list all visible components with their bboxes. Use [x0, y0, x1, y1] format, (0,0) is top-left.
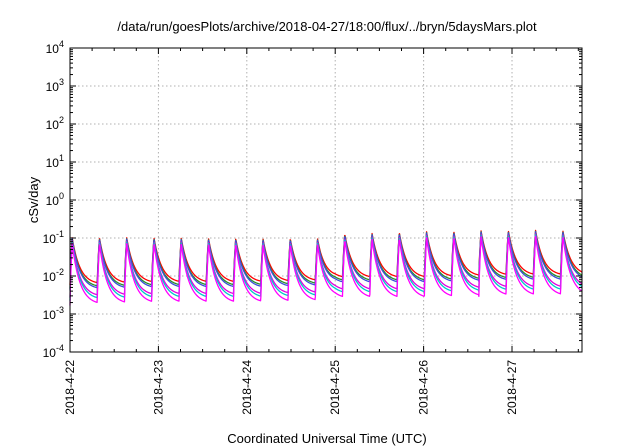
- y-tick-base: 10: [43, 346, 57, 360]
- y-tick-label: 102: [46, 115, 64, 132]
- chart-title: /data/run/goesPlots/archive/2018-04-27/1…: [117, 19, 537, 34]
- y-tick-label: 10-4: [43, 343, 64, 360]
- y-tick-base: 10: [46, 80, 60, 94]
- x-axis-label: Coordinated Universal Time (UTC): [227, 431, 426, 446]
- y-tick-label: 101: [46, 153, 64, 170]
- y-tick-label: 103: [46, 77, 64, 94]
- x-tick-label: 2018-4-25: [328, 360, 342, 415]
- y-tick-exponent: 3: [59, 77, 64, 87]
- x-tick-label: 2018-4-22: [63, 360, 77, 415]
- y-tick-exponent: -1: [56, 229, 64, 239]
- x-tick-label: 2018-4-23: [151, 360, 165, 415]
- y-tick-base: 10: [43, 270, 57, 284]
- y-tick-label: 104: [46, 39, 64, 56]
- x-tick-label: 2018-4-24: [240, 360, 254, 415]
- plot-lines: [69, 229, 583, 306]
- y-tick-label: 10-1: [43, 229, 64, 246]
- y-tick-base: 10: [43, 232, 57, 246]
- y-tick-exponent: -2: [56, 267, 64, 277]
- y-tick-base: 10: [46, 194, 60, 208]
- x-axis-ticks: 2018-4-22 2018-4-23 2018-4-24 2018-4-25 2018…: [63, 48, 579, 415]
- y-tick-base: 10: [46, 42, 60, 56]
- y-tick-base: 10: [43, 308, 57, 322]
- y-tick-label: 10-2: [43, 267, 64, 284]
- grid-lines: [70, 48, 582, 352]
- x-tick-label: 2018-4-26: [417, 360, 431, 415]
- y-tick-exponent: 2: [59, 115, 64, 125]
- y-tick-label: 100: [46, 191, 64, 208]
- y-tick-exponent: 4: [59, 39, 64, 49]
- y-axis-label: cSv/day: [26, 176, 41, 223]
- series-line: [69, 235, 583, 306]
- y-tick-exponent: 1: [59, 153, 64, 163]
- y-tick-base: 10: [46, 156, 60, 170]
- y-tick-exponent: 0: [59, 191, 64, 201]
- y-tick-exponent: -3: [56, 305, 64, 315]
- y-tick-label: 10-3: [43, 305, 64, 322]
- x-tick-label: 2018-4-27: [505, 360, 519, 415]
- y-tick-exponent: -4: [56, 343, 64, 353]
- y-tick-base: 10: [46, 118, 60, 132]
